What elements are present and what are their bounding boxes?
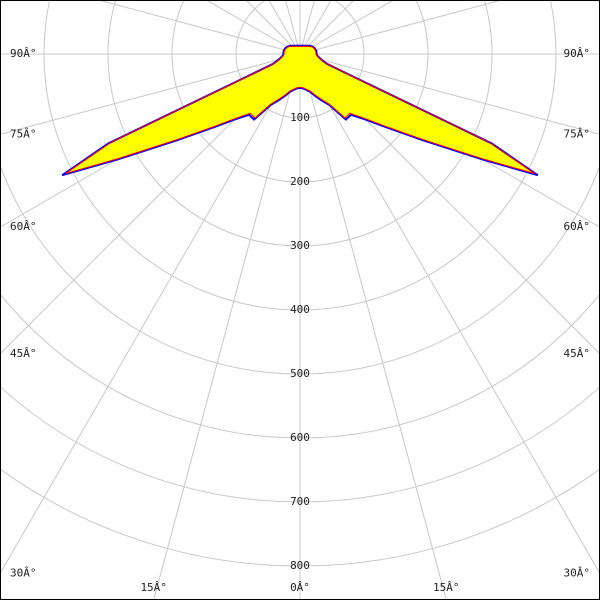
grid-ray-upper	[299, 0, 502, 55]
angle-tick-label: 15Â°	[140, 581, 167, 594]
grid-ray	[299, 53, 600, 135]
angle-tick-label: 45Â°	[564, 347, 591, 360]
grid-ray-upper	[98, 0, 301, 55]
angle-tick-label: 75Â°	[10, 127, 37, 140]
r-tick-label: 200	[290, 175, 310, 188]
angle-tick-label: 90Â°	[564, 47, 591, 60]
angle-tick-label: 75Â°	[564, 127, 591, 140]
plot	[61, 44, 539, 177]
r-tick-label: 500	[290, 367, 310, 380]
r-tick-label: 700	[290, 495, 310, 508]
grid-ray	[299, 53, 447, 600]
angle-tick-label: 90Â°	[10, 47, 37, 60]
grid-ray-upper	[206, 0, 301, 55]
grid-ray	[299, 53, 600, 574]
r-tick-label: 800	[290, 559, 310, 572]
grid-ray	[0, 53, 301, 135]
grid-ray	[0, 53, 301, 574]
curve-fill	[300, 45, 538, 176]
angle-tick-label: 45Â°	[10, 347, 37, 360]
angle-tick-label: 15Â°	[433, 581, 460, 594]
angle-tick-label: 60Â°	[564, 220, 591, 233]
r-tick-label: 300	[290, 239, 310, 252]
r-tick-label: 100	[290, 111, 310, 124]
angle-tick-label: 0Â°	[290, 581, 310, 594]
grid-ray-upper	[299, 0, 394, 55]
r-tick-label: 600	[290, 431, 310, 444]
labels: 100 200 300 400 500 600 700 800 90Â° 90Â° 75Â° 75Â°…	[10, 47, 590, 594]
angle-tick-label: 30Â°	[564, 567, 591, 580]
curve-line	[299, 45, 536, 175]
angle-tick-label: 60Â°	[10, 220, 37, 233]
angle-tick-label: 30Â°	[10, 567, 37, 580]
curve-line	[64, 45, 301, 175]
curve-fill	[62, 45, 301, 176]
grid-ray	[153, 53, 301, 600]
r-tick-label: 400	[290, 303, 310, 316]
